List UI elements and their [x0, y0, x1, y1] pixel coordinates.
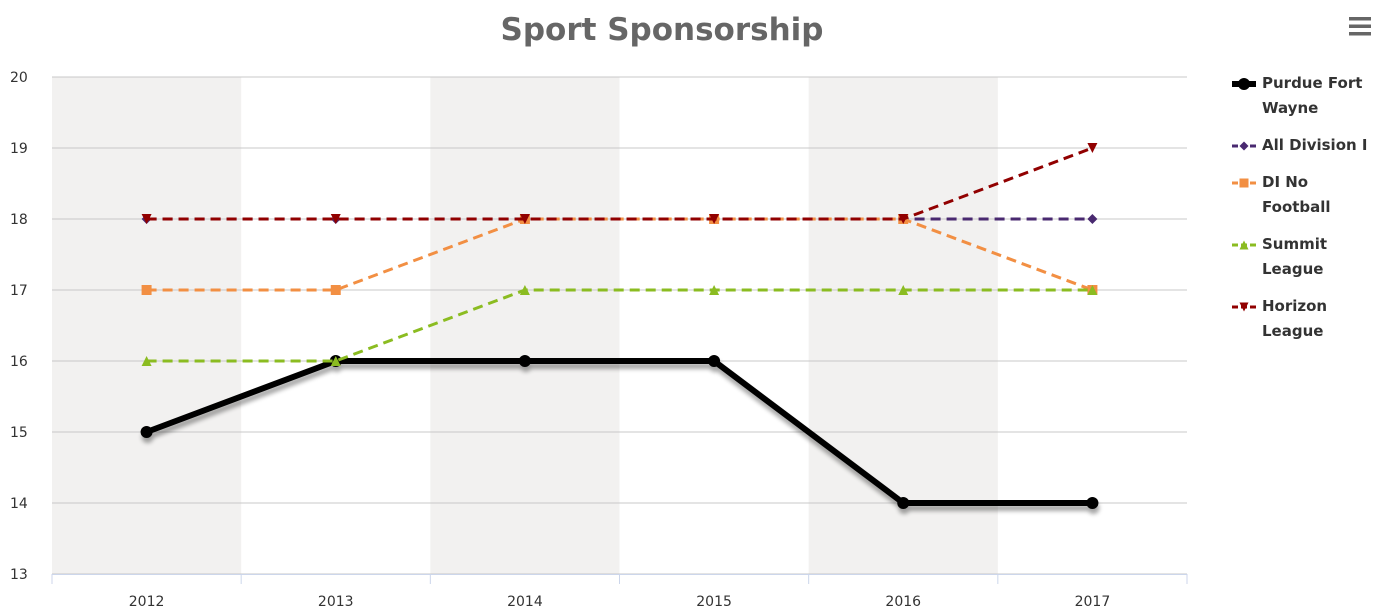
chart-title: Sport Sponsorship [501, 12, 824, 48]
y-tick-label: 16 [10, 354, 28, 370]
marker [1086, 497, 1099, 509]
y-tick-label: 15 [10, 425, 28, 441]
marker [141, 285, 152, 295]
legend-item[interactable]: Horizon League [1230, 296, 1390, 344]
y-tick-label: 14 [10, 496, 28, 512]
y-tick-label: 17 [10, 283, 28, 299]
y-tick-label: 13 [10, 567, 28, 583]
marker [1087, 214, 1098, 224]
plot-band [430, 77, 620, 574]
marker [330, 214, 341, 224]
series-line [146, 288, 1093, 363]
x-tick-label: 2013 [318, 594, 354, 610]
plot-band [808, 77, 998, 574]
series [141, 285, 1098, 366]
legend-item[interactable]: Summit League [1230, 234, 1390, 282]
legend-symbol [1232, 78, 1256, 90]
series-line [146, 146, 1093, 221]
plot-bands [52, 77, 998, 574]
marker [709, 214, 720, 224]
marker [1238, 78, 1250, 90]
x-tick-label: 2014 [507, 594, 543, 610]
marker [1239, 141, 1249, 151]
legend-symbol [1232, 178, 1256, 188]
x-tick-label: 2015 [696, 594, 732, 610]
legend: Purdue Fort Wayne All Division I DI No Foo… [1230, 73, 1390, 358]
marker [140, 426, 153, 438]
series-line [145, 358, 1093, 506]
marker [1239, 178, 1249, 188]
y-tick-label: 18 [10, 212, 28, 228]
marker [1087, 285, 1098, 295]
marker [709, 285, 720, 295]
legend-label: Summit League [1262, 235, 1328, 278]
marker [898, 214, 909, 224]
marker [898, 285, 909, 295]
marker [1239, 302, 1249, 312]
x-tick-label: 2012 [129, 594, 165, 610]
marker [519, 285, 530, 295]
legend-label: Horizon League [1262, 297, 1328, 340]
legend-item[interactable]: Purdue Fort Wayne [1230, 73, 1390, 121]
legend-symbol [1232, 302, 1256, 312]
y-tick-label: 20 [10, 70, 28, 86]
legend-item[interactable]: DI No Football [1230, 172, 1390, 220]
legend-symbol [1232, 240, 1256, 250]
menu-button[interactable] [1349, 17, 1371, 36]
marker [141, 356, 152, 366]
legend-symbol [1232, 141, 1256, 151]
x-tick-label: 2017 [1075, 594, 1111, 610]
y-tick-label: 19 [10, 141, 28, 157]
menu-bar [1349, 17, 1371, 21]
legend-item[interactable]: All Division I [1230, 135, 1390, 158]
marker [519, 214, 530, 224]
marker [708, 355, 721, 367]
plot-band [52, 77, 242, 574]
x-tick-label: 2016 [885, 594, 921, 610]
legend-label: DI No Football [1262, 173, 1331, 216]
legend-label: Purdue Fort Wayne [1262, 74, 1363, 117]
series [141, 143, 1098, 224]
marker [330, 285, 341, 295]
marker [1087, 143, 1098, 153]
marker [330, 356, 341, 366]
menu-bar [1349, 32, 1371, 36]
marker [897, 497, 910, 509]
marker [518, 355, 531, 367]
legend-label: All Division I [1262, 136, 1368, 154]
marker [1239, 240, 1249, 250]
menu-bar [1349, 24, 1371, 28]
marker [141, 214, 152, 224]
